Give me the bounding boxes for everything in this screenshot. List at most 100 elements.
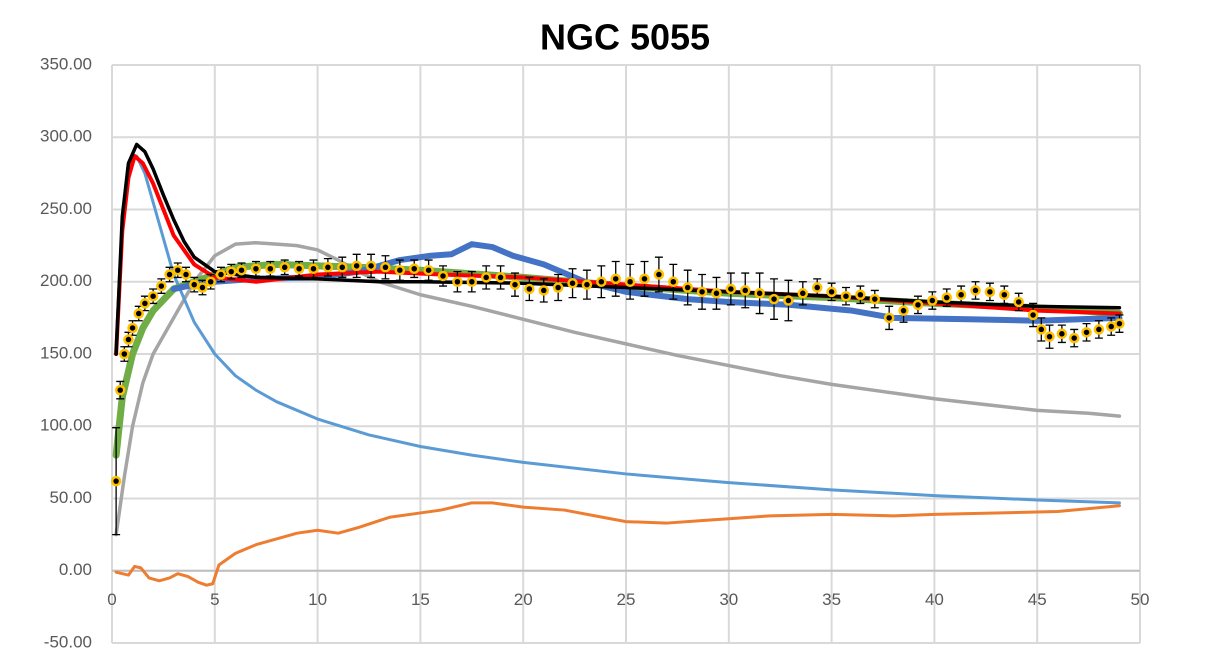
data-point bbox=[197, 282, 208, 293]
data-point bbox=[970, 285, 981, 296]
data-point bbox=[1013, 296, 1024, 308]
data-point bbox=[955, 289, 967, 301]
data-point bbox=[855, 289, 866, 301]
data-point bbox=[927, 295, 938, 306]
data-point bbox=[1114, 318, 1125, 329]
data-point bbox=[653, 269, 665, 280]
data-point bbox=[351, 260, 362, 272]
data-point bbox=[999, 289, 1010, 301]
x-tick-label: 45 bbox=[1028, 590, 1047, 609]
data-point bbox=[682, 282, 693, 293]
data-point bbox=[811, 282, 823, 293]
data-point bbox=[180, 269, 192, 280]
data-point bbox=[826, 286, 837, 298]
x-tick-label: 35 bbox=[822, 590, 841, 609]
x-tick-label: 15 bbox=[411, 590, 430, 609]
data-point bbox=[408, 263, 420, 274]
data-point bbox=[596, 276, 607, 287]
data-point bbox=[293, 263, 305, 274]
series-line bbox=[114, 154, 1121, 505]
data-point bbox=[365, 260, 377, 272]
x-tick-label: 5 bbox=[210, 590, 219, 609]
data-point bbox=[110, 475, 122, 487]
data-point bbox=[337, 262, 348, 273]
data-point bbox=[696, 286, 708, 298]
y-tick-label: -50.00 bbox=[44, 632, 92, 651]
data-point bbox=[225, 266, 237, 277]
data-point bbox=[941, 292, 952, 303]
y-tick-label: 300.00 bbox=[40, 127, 92, 146]
data-point bbox=[452, 276, 463, 287]
data-point bbox=[1044, 331, 1055, 342]
data-point bbox=[123, 334, 134, 345]
y-tick-label: 150.00 bbox=[40, 343, 92, 362]
data-point bbox=[509, 279, 521, 290]
data-point bbox=[205, 276, 216, 287]
series-line bbox=[114, 142, 1122, 356]
data-point bbox=[466, 276, 478, 287]
data-point bbox=[172, 264, 184, 276]
data-point bbox=[739, 285, 751, 296]
data-point bbox=[1105, 321, 1117, 332]
data-point bbox=[869, 293, 881, 305]
y-tick-label: 200.00 bbox=[40, 271, 92, 290]
data-point bbox=[322, 262, 334, 273]
data-point bbox=[552, 282, 564, 293]
data-point bbox=[119, 348, 130, 360]
data-point bbox=[114, 384, 126, 396]
data-point bbox=[538, 285, 550, 296]
data-point bbox=[1068, 332, 1080, 344]
data-point bbox=[783, 295, 794, 306]
data-point bbox=[423, 264, 434, 276]
data-point bbox=[1093, 324, 1105, 335]
data-point bbox=[725, 283, 737, 295]
x-tick-label: 50 bbox=[1131, 590, 1150, 609]
x-tick-label: 30 bbox=[719, 590, 738, 609]
data-point bbox=[236, 264, 247, 276]
series-line bbox=[114, 154, 1122, 356]
data-point bbox=[1027, 309, 1039, 321]
data-point bbox=[797, 288, 809, 299]
data-point bbox=[840, 290, 852, 302]
x-tick-label: 40 bbox=[925, 590, 944, 609]
data-point bbox=[265, 263, 276, 274]
data-point bbox=[139, 298, 151, 309]
series-line bbox=[114, 501, 1121, 587]
data-point bbox=[437, 270, 449, 282]
data-point bbox=[164, 269, 175, 280]
y-tick-label: 250.00 bbox=[40, 199, 92, 218]
data-point bbox=[883, 312, 895, 324]
data-point bbox=[394, 264, 406, 276]
data-point bbox=[380, 262, 391, 273]
x-tick-label: 25 bbox=[617, 590, 636, 609]
y-tick-label: 0.00 bbox=[59, 560, 92, 579]
data-point bbox=[1036, 324, 1047, 335]
data-point bbox=[1056, 328, 1068, 340]
data-point bbox=[215, 269, 227, 280]
data-point bbox=[610, 273, 621, 285]
data-point bbox=[898, 305, 909, 316]
data-point bbox=[250, 263, 262, 274]
chart-title: NGC 5055 bbox=[540, 17, 710, 58]
y-tick-label: 350.00 bbox=[40, 54, 92, 73]
data-point bbox=[480, 272, 492, 283]
data-point bbox=[495, 272, 506, 283]
data-point bbox=[147, 290, 159, 302]
data-point bbox=[668, 276, 679, 287]
data-point bbox=[581, 279, 593, 290]
data-point bbox=[754, 288, 765, 299]
data-point bbox=[567, 277, 578, 289]
data-point bbox=[639, 273, 650, 285]
x-tick-label: 10 bbox=[308, 590, 327, 609]
data-point bbox=[133, 308, 144, 319]
data-point bbox=[912, 299, 924, 311]
data-point bbox=[524, 283, 535, 295]
x-tick-label: 20 bbox=[514, 590, 533, 609]
data-point bbox=[1081, 327, 1092, 338]
x-tick-label: 0 bbox=[107, 590, 116, 609]
data-point bbox=[768, 293, 780, 305]
data-point bbox=[711, 288, 722, 299]
data-point bbox=[188, 279, 200, 290]
y-tick-label: 100.00 bbox=[40, 416, 92, 435]
